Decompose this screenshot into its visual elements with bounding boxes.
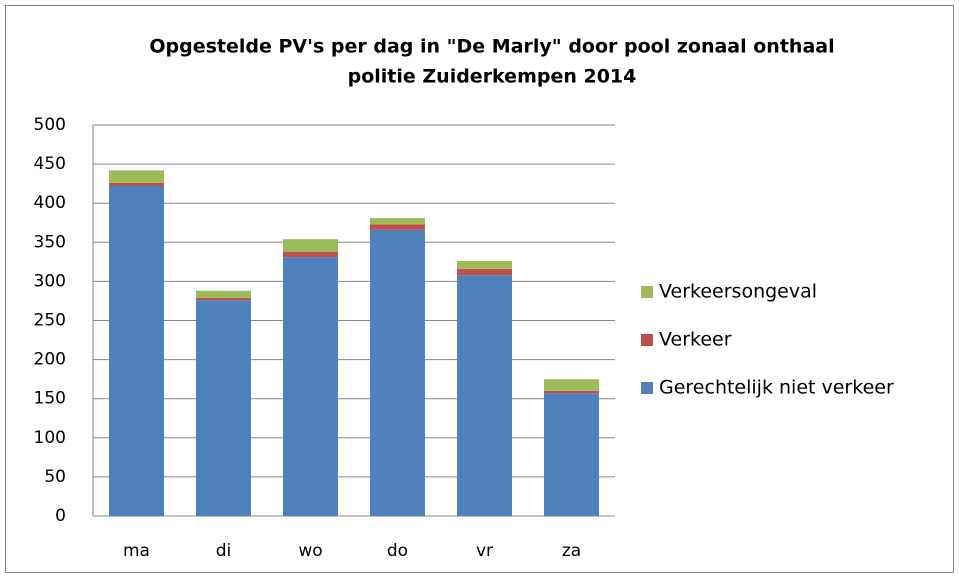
bar-segment <box>283 239 338 252</box>
y-tick-label: 350 <box>34 232 66 252</box>
x-tick-label: ma <box>123 541 150 561</box>
bar-segment <box>283 251 338 258</box>
bar-segment <box>196 297 251 301</box>
y-tick-label: 500 <box>34 115 66 135</box>
bar-segment <box>457 261 512 269</box>
bar-segment <box>544 379 599 391</box>
x-tick-label: vr <box>476 541 493 561</box>
bar-segment <box>109 182 164 186</box>
y-tick-label: 150 <box>34 389 66 409</box>
y-tick-label: 200 <box>34 350 66 370</box>
y-tick-label: 50 <box>44 467 66 487</box>
y-tick-label: 0 <box>55 506 66 526</box>
x-tick-label: wo <box>298 541 322 561</box>
bar-segment <box>544 393 599 516</box>
bar-segment <box>370 218 425 225</box>
chart-title: Opgestelde PV's per dag in "De Marly" do… <box>149 36 834 58</box>
bar-segment <box>109 170 164 183</box>
y-tick-label: 250 <box>34 311 66 331</box>
legend-swatch <box>641 286 653 298</box>
bar-segment <box>457 275 512 516</box>
legend-label: Gerechtelijk niet verkeer <box>659 377 894 399</box>
bar-segment <box>457 268 512 276</box>
bar-segment <box>370 224 425 230</box>
legend-label: Verkeersongeval <box>659 281 817 303</box>
legend-label: Verkeer <box>659 329 732 351</box>
x-tick-label: di <box>216 541 232 561</box>
x-tick-label: do <box>387 541 408 561</box>
chart-title: politie Zuiderkempen 2014 <box>348 66 637 88</box>
x-tick-label: za <box>562 541 581 561</box>
bar-segment <box>196 300 251 516</box>
bar-segment <box>544 390 599 394</box>
bar-segment <box>196 290 251 298</box>
y-tick-label: 300 <box>34 271 66 291</box>
legend-swatch <box>641 334 653 346</box>
bar-segment <box>370 229 425 516</box>
bar-segment <box>283 257 338 516</box>
y-tick-label: 400 <box>34 193 66 213</box>
y-tick-label: 100 <box>34 428 66 448</box>
y-tick-label: 450 <box>34 154 66 174</box>
bar-segment <box>109 185 164 516</box>
legend-swatch <box>641 382 653 394</box>
